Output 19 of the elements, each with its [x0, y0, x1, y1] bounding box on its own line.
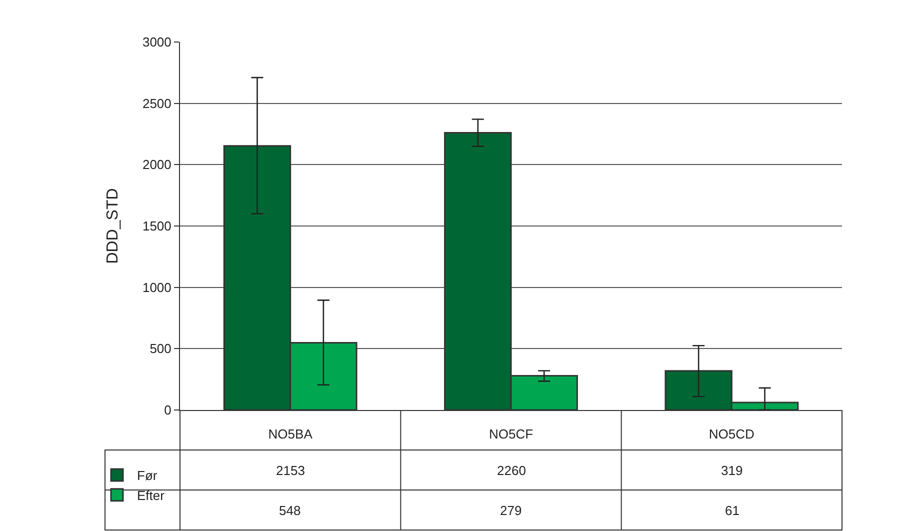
data-label: 319 [721, 463, 743, 478]
data-label: 2260 [497, 463, 526, 478]
legend-label: Før [137, 468, 158, 484]
y-tick-label: 2500 [142, 96, 172, 111]
x-tick-label: NO5BA [268, 426, 313, 442]
legend-label: Efter [137, 488, 166, 503]
x-tick-label: NO5CD [708, 426, 754, 442]
data-label: 61 [725, 503, 740, 518]
data-label: 548 [279, 503, 301, 518]
y-tick-label: 1500 [142, 218, 172, 234]
data-label: 279 [500, 503, 522, 518]
y-tick-label: 1000 [142, 280, 172, 295]
x-tick-label: NO5CF [488, 426, 534, 442]
y-tick-label: 500 [150, 341, 172, 356]
y-tick-label: 2000 [142, 157, 172, 172]
y-tick-label: 0 [164, 402, 172, 418]
y-axis-title: DDD_STD [104, 188, 122, 264]
data-label: 2153 [276, 463, 305, 478]
y-tick-label: 3000 [142, 34, 172, 50]
